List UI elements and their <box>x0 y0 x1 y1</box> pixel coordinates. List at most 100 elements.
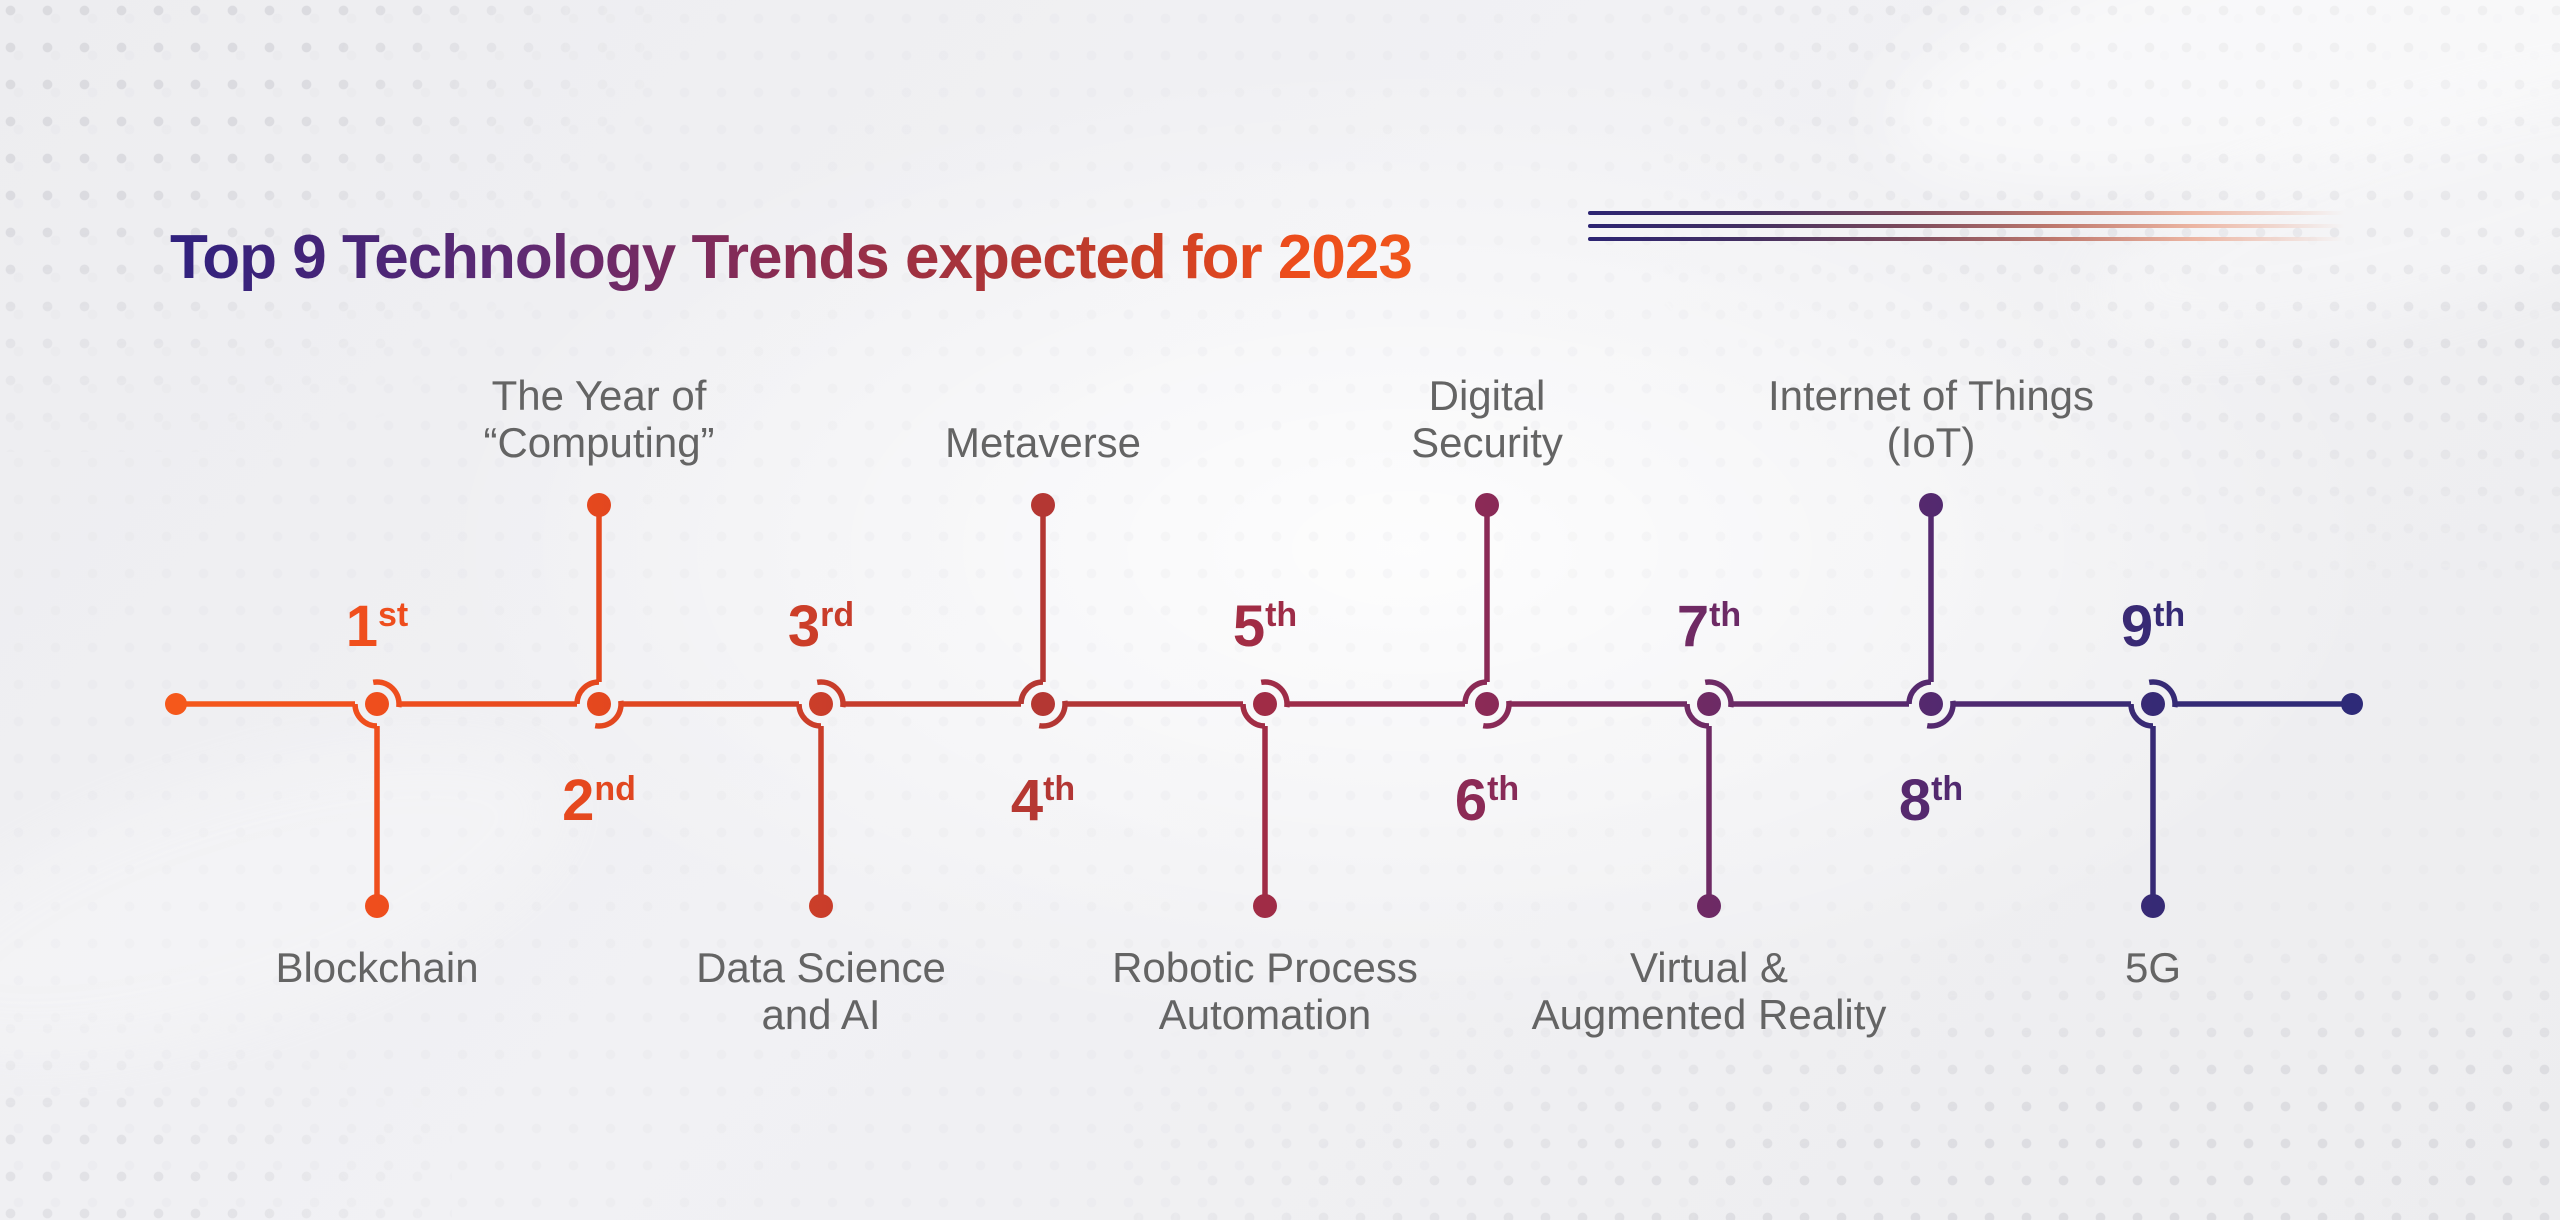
branch-dot <box>1475 493 1499 517</box>
branch-dot <box>365 894 389 918</box>
ordinal-suffix: th <box>1931 770 1963 808</box>
item-label-line: “Computing” <box>483 419 715 466</box>
timeline-node <box>1906 493 1956 729</box>
item-label-line: and AI <box>761 991 881 1038</box>
ordinal-label: 5th <box>1233 594 1297 659</box>
ordinal-number: 1 <box>346 594 378 659</box>
timeline-node <box>1684 679 1734 918</box>
branch-dot <box>2141 894 2165 918</box>
item-label-line: Blockchain <box>275 944 479 991</box>
item-label-line: Security <box>1411 419 1563 466</box>
ordinal-number: 7 <box>1677 594 1709 659</box>
ordinal-suffix: st <box>378 596 408 634</box>
ordinal-label: 6th <box>1455 768 1519 833</box>
ordinal-suffix: th <box>1265 596 1297 634</box>
ordinal-suffix: rd <box>820 596 854 634</box>
ordinal-number: 4 <box>1011 768 1043 833</box>
item-label-line: 5G <box>2124 944 2182 991</box>
item-label-line: (IoT) <box>1886 419 1976 466</box>
ordinal-suffix: th <box>1709 596 1741 634</box>
branch-dot <box>1919 493 1943 517</box>
page-title: Top 9 Technology Trends expected for 202… <box>170 222 1413 292</box>
item-label: 5G <box>2125 944 2181 991</box>
item-label: Metaverse <box>945 419 1141 466</box>
node-elbow-curve <box>1684 703 1710 729</box>
node-dot <box>1919 692 1943 716</box>
ordinal-number: 8 <box>1899 768 1931 833</box>
ordinal-label: 9th <box>2121 594 2185 659</box>
decoration-rule <box>1588 224 2345 228</box>
timeline-node <box>1462 493 1512 729</box>
ordinal-label: 1st <box>346 594 409 659</box>
item-label-line: Robotic Process <box>1112 944 1418 991</box>
branch-dot <box>809 894 833 918</box>
node-arc <box>1482 700 1512 729</box>
item-label: Data Science and AI <box>696 944 946 1038</box>
ordinal-suffix: th <box>2153 596 2185 634</box>
node-dot <box>1475 692 1499 716</box>
item-label-line: The Year of <box>491 372 707 419</box>
node-elbow-curve <box>1240 703 1266 729</box>
item-label-line: Augmented Reality <box>1531 991 1887 1038</box>
title-decoration-lines <box>1588 211 2345 250</box>
node-arc <box>1926 700 1956 729</box>
node-dot <box>1031 692 1055 716</box>
node-arc <box>2148 679 2178 708</box>
node-elbow-curve <box>574 679 600 705</box>
node-elbow-curve <box>1906 679 1932 705</box>
node-elbow-curve <box>352 703 378 729</box>
item-label-line: Data Science <box>696 944 946 991</box>
timeline-nodes <box>352 493 2178 918</box>
ordinal-number: 6 <box>1455 768 1487 833</box>
ordinal-number: 5 <box>1233 594 1265 659</box>
node-dot <box>1253 692 1277 716</box>
node-arc <box>1260 679 1290 708</box>
node-elbow-curve <box>2128 703 2154 729</box>
decoration-rule <box>1588 211 2345 215</box>
branch-dot <box>587 493 611 517</box>
node-arc <box>372 679 402 708</box>
ordinal-number: 2 <box>562 768 594 833</box>
node-dot <box>1697 692 1721 716</box>
item-label-line: Virtual & <box>1630 944 1788 991</box>
branch-dot <box>1697 894 1721 918</box>
node-arc <box>1704 679 1734 708</box>
timeline-main-line <box>165 693 2363 715</box>
ordinal-label: 3rd <box>788 594 854 659</box>
item-label: Internet of Things (IoT) <box>1768 372 2094 466</box>
node-dot <box>809 692 833 716</box>
item-label: The Year of “Computing” <box>483 372 714 466</box>
node-elbow-curve <box>1018 679 1044 705</box>
ordinal-suffix: th <box>1487 770 1519 808</box>
node-elbow-curve <box>1462 679 1488 705</box>
ordinal-label: 7th <box>1677 594 1741 659</box>
node-arc <box>1038 700 1068 729</box>
ordinal-number: 9 <box>2121 594 2153 659</box>
branch-dot <box>1031 493 1055 517</box>
item-label-line: Metaverse <box>944 419 1142 466</box>
timeline-node <box>1018 493 1068 729</box>
node-dot <box>587 692 611 716</box>
item-label: Blockchain <box>275 944 478 991</box>
item-label: Digital Security <box>1411 372 1563 466</box>
item-label-line: Internet of Things <box>1767 372 2095 419</box>
timeline-node <box>1240 679 1290 918</box>
node-elbow-curve <box>796 703 822 729</box>
node-dot <box>365 692 389 716</box>
ordinal-label: 8th <box>1899 768 1963 833</box>
node-dot <box>2141 692 2165 716</box>
item-label: Virtual & Augmented Reality <box>1532 944 1887 1038</box>
timeline-node <box>574 493 624 729</box>
ordinal-suffix: nd <box>594 770 636 808</box>
ordinal-number: 3 <box>788 594 820 659</box>
ordinal-suffix: th <box>1043 770 1075 808</box>
timeline-node <box>352 679 402 918</box>
timeline-node <box>796 679 846 918</box>
item-label-line: Automation <box>1158 991 1372 1038</box>
item-label-line: Digital <box>1428 372 1546 419</box>
decoration-rule <box>1588 237 2345 241</box>
node-arc <box>816 679 846 708</box>
